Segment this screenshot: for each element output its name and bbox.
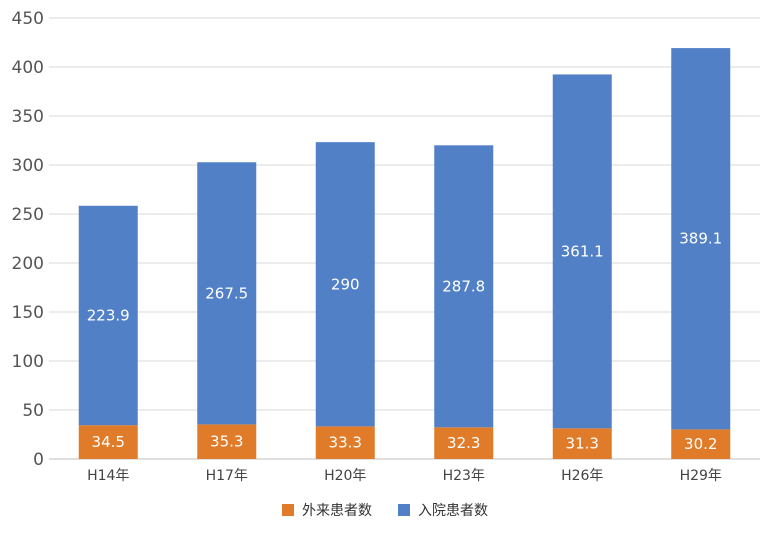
legend-label-inpatient: 入院患者数 [418,503,488,519]
x-tick-label: H26年 [561,468,603,484]
y-tick-label: 300 [12,156,44,176]
y-tick-label: 50 [22,401,44,421]
bar-inpatient [552,74,612,429]
bar-inpatient [434,145,494,428]
data-label-outpatient: 30.2 [684,435,717,453]
y-tick-label: 450 [12,9,44,29]
y-tick-label: 250 [12,205,44,225]
data-label-outpatient: 31.3 [566,435,599,453]
y-tick-label: 150 [12,303,44,323]
legend: 外来患者数 入院患者数 [0,500,770,520]
bar-outpatient [197,424,257,459]
x-tick-label: H29年 [680,468,722,484]
bar-inpatient [315,142,375,427]
legend-item-outpatient[interactable]: 外来患者数 [282,500,372,520]
data-label-outpatient: 35.3 [210,433,243,451]
bar-inpatient [671,48,731,430]
y-tick-label: 100 [12,352,44,372]
data-label-inpatient: 361.1 [561,242,604,260]
data-label-inpatient: 223.9 [87,306,130,324]
legend-label-outpatient: 外来患者数 [302,503,372,519]
gridlines [49,17,760,460]
x-axis-ticks: H14年 H17年 H20年 H23年 H26年 H29年 [87,468,722,484]
bars [78,48,731,459]
y-tick-label: 350 [12,107,44,127]
bar-outpatient [552,428,612,459]
x-tick-label: H20年 [324,468,366,484]
bar-outpatient [434,427,494,459]
legend-swatch-inpatient [398,504,410,516]
data-label-outpatient: 33.3 [329,434,362,452]
data-label-outpatient: 32.3 [447,434,480,452]
y-tick-label: 0 [33,450,44,470]
data-label-inpatient: 290 [331,275,360,293]
y-tick-label: 200 [12,254,44,274]
data-labels: 34.5 223.9 35.3 267.5 33.3 290 32.3 287.8 31.3 36… [87,230,722,453]
data-label-inpatient: 287.8 [442,277,485,295]
bar-outpatient [78,425,138,459]
bar-inpatient [78,205,138,426]
x-tick-label: H17年 [206,468,248,484]
x-tick-label: H14年 [87,468,129,484]
data-label-inpatient: 267.5 [205,284,248,302]
y-tick-label: 400 [12,58,44,78]
data-label-outpatient: 34.5 [92,433,125,451]
legend-swatch-outpatient [282,504,294,516]
x-tick-label: H23年 [443,468,485,484]
y-axis-ticks: 0 50 100 150 200 250 300 350 400 450 [12,9,44,470]
data-label-inpatient: 389.1 [679,230,722,248]
bar-outpatient [315,426,375,459]
bar-outpatient [671,429,731,459]
legend-item-inpatient[interactable]: 入院患者数 [398,500,488,520]
bar-inpatient [197,162,257,425]
